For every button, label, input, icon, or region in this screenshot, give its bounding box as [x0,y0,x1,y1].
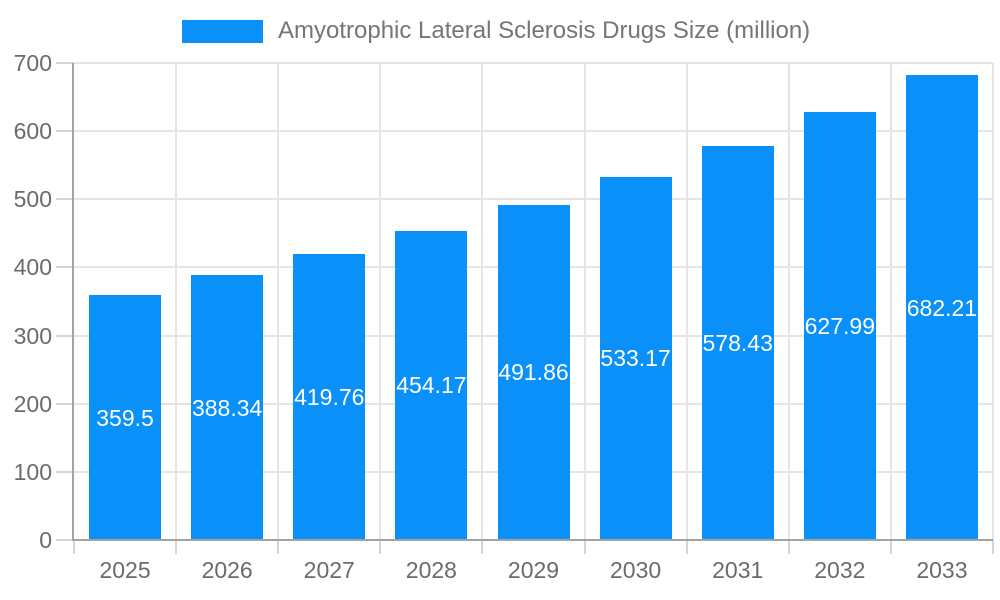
gridline-horizontal-600 [74,130,993,133]
bar-2032[interactable] [803,112,876,540]
x-tick [583,540,586,554]
bar-2027[interactable] [293,253,366,540]
bar-value-label: 533.17 [600,345,671,372]
y-axis-label: 200 [13,390,52,417]
bar-value-label: 578.43 [702,329,773,356]
x-tick [992,540,994,554]
x-axis-label-2033: 2033 [916,557,968,583]
bar-2031[interactable] [701,145,774,540]
x-axis-label-2030: 2030 [610,557,662,583]
x-axis-line [72,539,993,541]
gridline-horizontal-700 [74,62,993,64]
x-tick [73,540,75,554]
bar-2026[interactable] [191,275,264,540]
gridline-vertical [583,63,586,540]
x-axis-label-2029: 2029 [507,557,560,583]
bar-2029[interactable] [497,204,570,540]
x-tick [685,540,688,554]
bar-2033[interactable] [905,75,978,540]
gridline-horizontal-500 [74,198,993,201]
bar-value-label: 682.21 [906,294,978,321]
y-axis-label: 400 [13,254,52,281]
x-tick [481,540,484,554]
legend-label: Amyotrophic Lateral Sclerosis Drugs Size… [278,17,811,44]
gridline-vertical [175,63,178,540]
bar-2028[interactable] [395,230,468,540]
x-axis-label-2025: 2025 [99,557,151,583]
bar-value-label: 491.86 [498,359,569,386]
x-axis-label-2032: 2032 [814,557,866,583]
gridline-vertical [379,63,382,540]
legend-swatch [182,19,263,43]
y-tick [56,266,74,269]
x-axis-label-2028: 2028 [405,557,457,583]
y-tick [56,62,74,64]
y-axis-label: 300 [13,322,52,349]
bar-value-label: 388.34 [191,394,263,421]
x-tick [175,540,178,554]
y-tick [56,198,74,201]
gridline-vertical [992,63,994,540]
bar-2030[interactable] [599,176,672,540]
y-axis-line [72,63,74,540]
bar-value-label: 454.17 [396,372,467,399]
x-tick [379,540,382,554]
gridline-vertical [481,63,484,540]
legend-item[interactable]: Amyotrophic Lateral Sclerosis Drugs Size… [182,17,810,45]
y-tick [56,539,74,541]
x-tick [277,540,280,554]
bar-value-label: 627.99 [804,313,875,340]
x-axis-label-2026: 2026 [201,557,253,583]
x-tick [889,540,892,554]
x-axis-label-2031: 2031 [712,557,764,583]
y-tick [56,470,74,473]
y-tick [56,334,74,337]
bar-2025[interactable] [89,295,162,540]
bar-value-label: 359.5 [96,404,154,431]
gridline-vertical [685,63,688,540]
gridline-vertical [787,63,790,540]
y-axis-label: 100 [13,458,52,485]
gridline-vertical [277,63,280,540]
bar-value-label: 419.76 [294,383,365,410]
y-tick [56,402,74,405]
gridline-vertical [889,63,892,540]
y-axis-label: 0 [39,527,52,553]
y-axis-label: 500 [13,186,52,213]
y-axis-label: 600 [13,118,52,145]
y-tick [56,130,74,133]
x-tick [787,540,790,554]
x-axis-label-2027: 2027 [303,557,355,583]
y-axis-label: 700 [13,50,52,76]
